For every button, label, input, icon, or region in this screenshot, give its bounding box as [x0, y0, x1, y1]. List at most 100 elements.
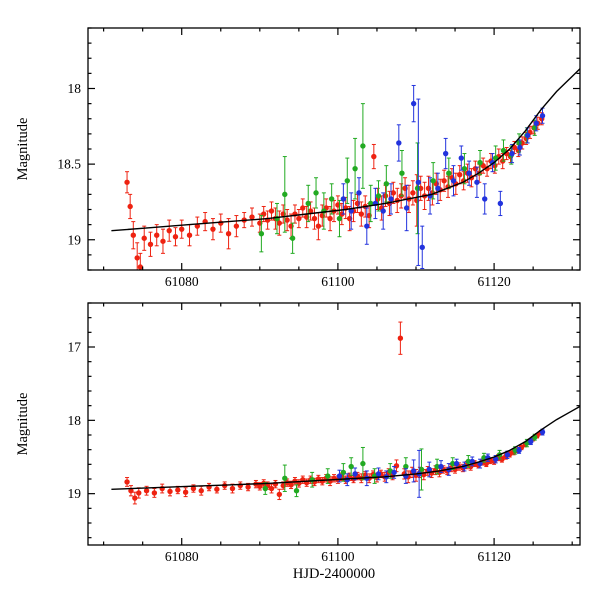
data-point	[179, 226, 185, 232]
data-point	[418, 466, 425, 473]
series-green	[258, 103, 538, 254]
data-point	[492, 155, 499, 161]
data-point	[352, 165, 358, 172]
data-point	[257, 483, 263, 490]
data-point	[340, 196, 347, 202]
axis-text: 61120	[477, 549, 510, 564]
axis-text: 19	[68, 486, 82, 501]
data-point	[441, 178, 447, 184]
data-point	[160, 238, 166, 244]
data-point	[340, 469, 347, 476]
data-point	[403, 463, 409, 470]
data-point	[147, 241, 154, 247]
series-red	[124, 112, 545, 270]
data-point	[516, 140, 522, 146]
data-point	[458, 155, 464, 161]
data-point	[414, 185, 421, 192]
data-point	[124, 479, 130, 485]
axis-text: Magnitude	[15, 393, 31, 456]
data-point	[442, 150, 449, 157]
axis-text: 61120	[477, 274, 510, 289]
data-point	[528, 438, 534, 445]
model-curve	[111, 68, 580, 232]
data-point	[410, 190, 416, 196]
data-point	[143, 488, 150, 494]
data-point	[296, 215, 302, 222]
data-point	[172, 234, 179, 240]
data-point	[268, 208, 275, 214]
data-point	[288, 482, 294, 488]
data-point	[446, 170, 452, 176]
data-point	[450, 178, 457, 184]
data-point	[282, 475, 288, 481]
data-point	[175, 487, 181, 493]
data-point	[461, 165, 468, 172]
data-point	[435, 185, 441, 192]
data-point	[154, 232, 160, 238]
data-point	[390, 190, 397, 196]
data-point	[198, 488, 204, 494]
panel-frame	[87, 302, 581, 546]
data-point	[262, 485, 268, 492]
data-point	[438, 463, 444, 470]
data-point	[539, 113, 546, 119]
data-point	[516, 447, 522, 454]
axis-text: Magnitude	[15, 118, 31, 181]
axis-text: 19	[68, 232, 82, 247]
axis-text: HJD-2400000	[293, 566, 375, 582]
data-point	[410, 468, 417, 474]
data-point	[137, 264, 144, 270]
axis-text: 17	[68, 340, 82, 355]
data-point	[403, 205, 410, 211]
data-point	[313, 190, 319, 196]
data-point	[410, 100, 417, 107]
data-point	[360, 143, 366, 149]
data-point	[300, 205, 306, 211]
data-point	[245, 484, 251, 490]
panel-top: 61080 61100 61120 18 18.5 19 Magnitude	[15, 27, 581, 289]
data-point	[517, 144, 523, 151]
data-point	[457, 172, 463, 178]
data-point	[382, 193, 389, 199]
data-point	[214, 486, 220, 492]
data-point	[186, 232, 193, 238]
data-point	[210, 226, 216, 232]
data-point	[249, 214, 255, 220]
data-point	[383, 181, 390, 187]
data-point	[132, 495, 138, 501]
data-point	[391, 469, 397, 476]
data-point	[284, 217, 290, 223]
data-point	[328, 196, 335, 202]
data-point	[419, 244, 425, 251]
series-blue	[336, 428, 546, 498]
data-point	[289, 235, 296, 241]
data-point	[388, 196, 394, 202]
data-point	[268, 485, 275, 492]
data-point	[190, 485, 197, 492]
data-point	[293, 488, 300, 494]
series-red	[124, 321, 544, 505]
data-point	[509, 150, 515, 157]
axis-text: 61100	[321, 549, 354, 564]
data-point	[167, 488, 173, 495]
data-point	[504, 452, 511, 458]
data-point	[124, 179, 130, 185]
data-point	[474, 179, 480, 185]
axis-text: 61080	[165, 549, 199, 564]
axis-text: 61100	[321, 274, 354, 289]
data-point	[533, 120, 539, 126]
data-point	[364, 223, 370, 229]
data-point	[182, 489, 189, 495]
data-point	[325, 473, 331, 479]
data-point	[348, 463, 354, 470]
data-point	[399, 170, 405, 176]
panel-data-layer	[111, 321, 580, 505]
data-point	[480, 162, 486, 169]
data-point	[311, 215, 318, 222]
data-point	[305, 200, 311, 207]
data-point	[134, 255, 140, 261]
data-point	[482, 196, 488, 202]
data-point	[356, 190, 362, 196]
